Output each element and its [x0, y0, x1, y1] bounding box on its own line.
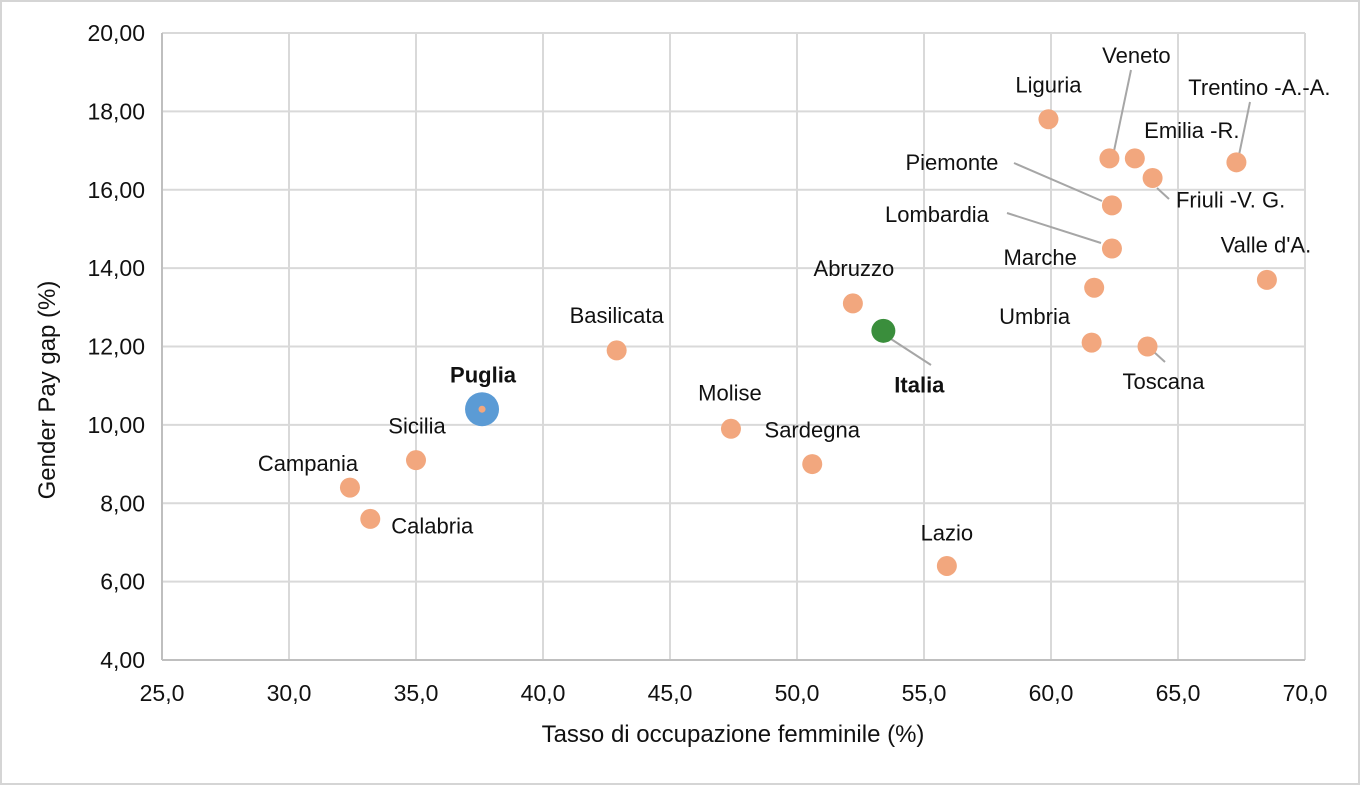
y-tick-label: 18,00: [87, 98, 145, 124]
leader-line-veneto: [1113, 69, 1132, 152]
data-label-campania: Campania: [258, 451, 359, 476]
y-tick-label: 8,00: [100, 490, 145, 516]
data-label-trentino-aa: Trentino -A.-A.: [1188, 75, 1330, 100]
y-tick-label: 4,00: [100, 647, 145, 673]
data-point-lazio: [936, 555, 957, 576]
x-tick-label: 70,0: [1283, 680, 1328, 706]
x-tick-label: 45,0: [648, 680, 693, 706]
leader-line-friuli-vg: [1156, 187, 1170, 200]
data-label-calabria: Calabria: [391, 513, 474, 538]
y-tick-label: 16,00: [87, 177, 145, 203]
data-point-trentino-aa: [1226, 152, 1247, 173]
data-point-marche: [1084, 277, 1105, 298]
data-point-piemonte: [1101, 195, 1122, 216]
data-point-campania: [339, 477, 360, 498]
x-tick-label: 50,0: [775, 680, 820, 706]
data-point-friuli-vg: [1142, 167, 1163, 188]
leader-line-toscana: [1153, 351, 1166, 363]
data-point-emilia-r: [1124, 148, 1145, 169]
data-label-abruzzo: Abruzzo: [814, 256, 895, 281]
data-point-toscana: [1137, 336, 1158, 357]
data-point-basilicata: [606, 340, 627, 361]
y-tick-label: 20,00: [87, 20, 145, 46]
leader-line-lombardia: [1006, 212, 1102, 244]
data-label-friuli-vg: Friuli -V. G.: [1176, 187, 1285, 212]
x-tick-label: 30,0: [267, 680, 312, 706]
y-tick-label: 12,00: [87, 334, 145, 360]
x-tick-label: 25,0: [140, 680, 185, 706]
data-label-liguria: Liguria: [1015, 73, 1082, 98]
data-label-sicilia: Sicilia: [388, 414, 446, 439]
data-point-calabria: [360, 508, 381, 529]
data-label-lazio: Lazio: [921, 520, 974, 545]
data-label-italia: Italia: [894, 372, 945, 397]
y-tick-label: 14,00: [87, 255, 145, 281]
data-point-liguria: [1038, 109, 1059, 130]
y-axis-title: Gender Pay gap (%): [34, 280, 61, 500]
data-point-molise: [720, 418, 741, 439]
data-point-sardegna: [802, 454, 823, 475]
data-label-umbria: Umbria: [999, 304, 1071, 329]
x-tick-label: 65,0: [1156, 680, 1201, 706]
data-point-veneto: [1099, 148, 1120, 169]
data-label-molise: Molise: [698, 380, 762, 405]
leader-line-trentino-aa: [1238, 101, 1251, 156]
data-point-umbria: [1081, 332, 1102, 353]
data-label-valle-daosta: Valle d'A.: [1221, 232, 1312, 257]
data-label-piemonte: Piemonte: [905, 150, 998, 175]
data-label-sardegna: Sardegna: [765, 418, 861, 443]
data-point-abruzzo: [842, 293, 863, 314]
y-tick-label: 6,00: [100, 569, 145, 595]
x-axis-title: Tasso di occupazione femminile (%): [541, 721, 925, 748]
data-label-marche: Marche: [1004, 245, 1077, 270]
data-point-valle-daosta: [1256, 269, 1277, 290]
data-point-sicilia: [406, 450, 426, 471]
x-tick-label: 35,0: [394, 680, 439, 706]
data-label-puglia: Puglia: [450, 363, 517, 388]
data-point-italia: [871, 318, 896, 343]
data-label-lombardia: Lombardia: [885, 202, 990, 227]
data-point-inner-puglia: [478, 405, 486, 413]
y-tick-label: 10,00: [87, 412, 145, 438]
data-point-lombardia: [1101, 238, 1122, 259]
leader-line-piemonte: [1013, 162, 1103, 202]
data-label-toscana: Toscana: [1123, 369, 1206, 394]
data-label-veneto: Veneto: [1102, 43, 1171, 68]
leader-line-italia: [890, 338, 932, 366]
data-label-basilicata: Basilicata: [570, 303, 665, 328]
x-tick-label: 55,0: [902, 680, 947, 706]
data-label-emilia-r: Emilia -R.: [1144, 118, 1239, 143]
x-tick-label: 40,0: [521, 680, 566, 706]
x-tick-label: 60,0: [1029, 680, 1074, 706]
